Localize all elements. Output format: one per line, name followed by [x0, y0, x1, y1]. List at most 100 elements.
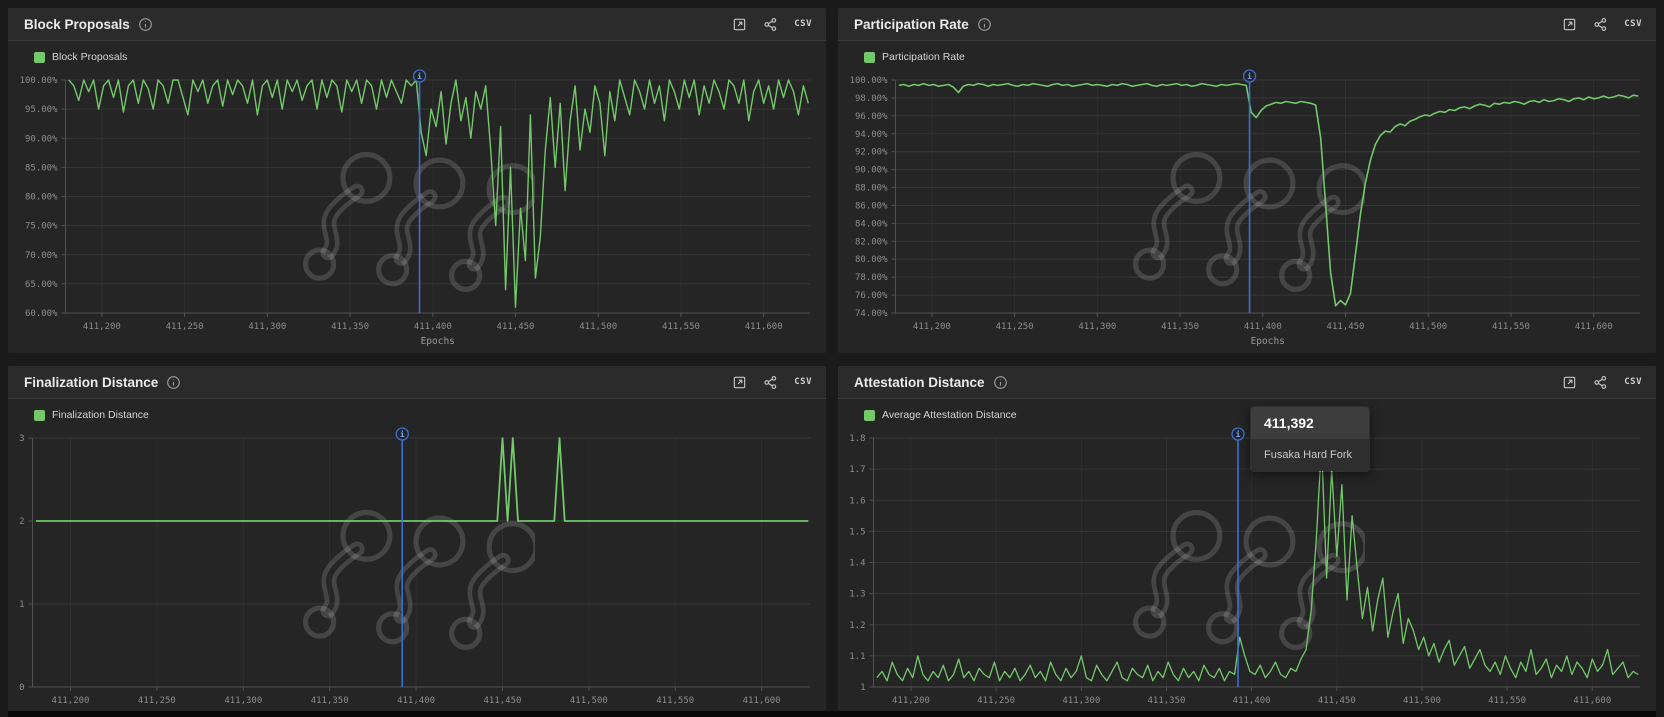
info-icon[interactable] [993, 375, 1008, 390]
svg-text:411,250: 411,250 [166, 322, 204, 332]
svg-text:411,550: 411,550 [662, 322, 700, 332]
svg-text:1.2: 1.2 [849, 621, 865, 631]
svg-text:90.00%: 90.00% [855, 166, 888, 176]
chart-canvas[interactable]: 1.8 1.7 1.6 1.5 1.4 1.3 1.2 1.1 1 411,200 411,250 4… [838, 426, 1656, 711]
info-icon[interactable] [166, 375, 181, 390]
expand-icon[interactable] [732, 375, 747, 390]
svg-text:80.00%: 80.00% [25, 193, 58, 203]
legend-swatch [864, 51, 875, 63]
svg-text:411,400: 411,400 [397, 696, 435, 706]
svg-text:i: i [417, 71, 422, 81]
svg-text:96.00%: 96.00% [855, 112, 888, 122]
svg-text:411,350: 411,350 [1161, 322, 1199, 332]
expand-icon[interactable] [732, 17, 747, 32]
svg-text:411,400: 411,400 [1233, 696, 1271, 706]
svg-text:86.00%: 86.00% [855, 201, 888, 211]
chart-area: 1.8 1.7 1.6 1.5 1.4 1.3 1.2 1.1 1 411,200 411,250 4… [838, 406, 1656, 711]
svg-text:411,600: 411,600 [1575, 322, 1613, 332]
svg-text:82.00%: 82.00% [855, 237, 888, 247]
svg-text:411,250: 411,250 [977, 696, 1015, 706]
legend-label: Block Proposals [52, 51, 128, 63]
panel-participation-rate: Participation Rate CSV Participation Rat… [838, 8, 1656, 353]
svg-text:411,350: 411,350 [1148, 696, 1186, 706]
tooltip-epoch-value: 411,392 [1251, 407, 1369, 439]
csv-button[interactable]: CSV [1624, 19, 1642, 29]
panel-body: Average Attestation Distance 1.8 1.7 1.6 1.… [838, 406, 1656, 711]
svg-text:2: 2 [19, 517, 24, 527]
legend-label: Average Attestation Distance [882, 409, 1017, 421]
svg-text:92.00%: 92.00% [855, 148, 888, 158]
legend[interactable]: Participation Rate [864, 50, 1656, 64]
svg-text:411,350: 411,350 [311, 696, 349, 706]
svg-text:411,400: 411,400 [1244, 322, 1282, 332]
panel-header: Finalization Distance CSV [8, 366, 826, 399]
annotation-tooltip: 411,392 Fusaka Hard Fork [1250, 406, 1370, 472]
svg-text:411,450: 411,450 [483, 696, 521, 706]
svg-text:411,450: 411,450 [497, 322, 535, 332]
legend-swatch [34, 409, 45, 421]
svg-text:411,550: 411,550 [656, 696, 694, 706]
legend[interactable]: Finalization Distance [34, 408, 826, 422]
svg-text:411,200: 411,200 [913, 322, 951, 332]
svg-text:70.00%: 70.00% [25, 251, 58, 261]
svg-text:75.00%: 75.00% [25, 222, 58, 232]
svg-text:411,300: 411,300 [224, 696, 262, 706]
legend-label: Participation Rate [882, 51, 965, 63]
svg-text:411,250: 411,250 [138, 696, 176, 706]
csv-button[interactable]: CSV [1624, 377, 1642, 387]
panel-header: Attestation Distance CSV [838, 366, 1656, 399]
panel-body: Participation Rate 100.00% 98.00% 96.00% 94… [838, 50, 1656, 353]
legend[interactable]: Average Attestation Distance [864, 408, 1656, 422]
svg-text:1: 1 [19, 600, 24, 610]
svg-text:1.4: 1.4 [849, 559, 865, 569]
svg-text:3: 3 [19, 434, 24, 444]
expand-icon[interactable] [1562, 17, 1577, 32]
share-icon[interactable] [763, 17, 778, 32]
share-icon[interactable] [1593, 17, 1608, 32]
svg-text:78.00%: 78.00% [855, 273, 888, 283]
chart-canvas[interactable]: 100.00% 95.00% 90.00% 85.00% 80.00% 75.00% 70.… [8, 68, 826, 353]
panel-title: Finalization Distance [24, 374, 159, 390]
svg-text:411,550: 411,550 [1488, 696, 1526, 706]
panel-header: Participation Rate CSV [838, 8, 1656, 41]
svg-text:1.1: 1.1 [849, 652, 865, 662]
panel-grid: Block Proposals CSV Block Proposals 100.… [8, 8, 1656, 711]
svg-text:411,400: 411,400 [414, 322, 452, 332]
svg-text:60.00%: 60.00% [25, 309, 58, 319]
panel-title: Participation Rate [854, 16, 969, 32]
svg-text:74.00%: 74.00% [855, 309, 888, 319]
svg-text:411,600: 411,600 [745, 322, 783, 332]
chart-area: 100.00% 98.00% 96.00% 94.00% 92.00% 90.00% 88.… [838, 68, 1656, 353]
expand-icon[interactable] [1562, 375, 1577, 390]
svg-text:100.00%: 100.00% [20, 76, 59, 86]
csv-button[interactable]: CSV [794, 377, 812, 387]
svg-text:411,350: 411,350 [331, 322, 369, 332]
legend-swatch [864, 409, 875, 421]
share-icon[interactable] [763, 375, 778, 390]
svg-text:1.5: 1.5 [849, 527, 865, 537]
svg-text:411,300: 411,300 [1062, 696, 1100, 706]
panel-body: Block Proposals 100.00% 95.00% 90.00% 85.00… [8, 50, 826, 353]
chart-canvas[interactable]: 100.00% 98.00% 96.00% 94.00% 92.00% 90.00% 88.… [838, 68, 1656, 353]
csv-button[interactable]: CSV [794, 19, 812, 29]
svg-text:1.3: 1.3 [849, 590, 865, 600]
svg-text:1.8: 1.8 [849, 434, 865, 444]
panel-body: Finalization Distance 3 2 1 0 411,200 411,250… [8, 408, 826, 711]
svg-text:65.00%: 65.00% [25, 280, 58, 290]
svg-text:76.00%: 76.00% [855, 291, 888, 301]
share-icon[interactable] [1593, 375, 1608, 390]
legend[interactable]: Block Proposals [34, 50, 826, 64]
svg-text:411,450: 411,450 [1318, 696, 1356, 706]
svg-text:1.6: 1.6 [849, 496, 865, 506]
svg-text:1: 1 [860, 683, 865, 693]
svg-text:85.00%: 85.00% [25, 163, 58, 173]
chart-canvas[interactable]: 3 2 1 0 411,200 411,250 411,300 411,350 411,400 4… [8, 426, 826, 711]
info-icon[interactable] [977, 17, 992, 32]
svg-text:411,450: 411,450 [1327, 322, 1365, 332]
svg-text:411,200: 411,200 [52, 696, 90, 706]
svg-text:Epochs: Epochs [1251, 336, 1285, 347]
info-icon[interactable] [138, 17, 153, 32]
svg-text:i: i [400, 429, 405, 439]
panel-finalization-distance: Finalization Distance CSV Finalization D… [8, 366, 826, 711]
